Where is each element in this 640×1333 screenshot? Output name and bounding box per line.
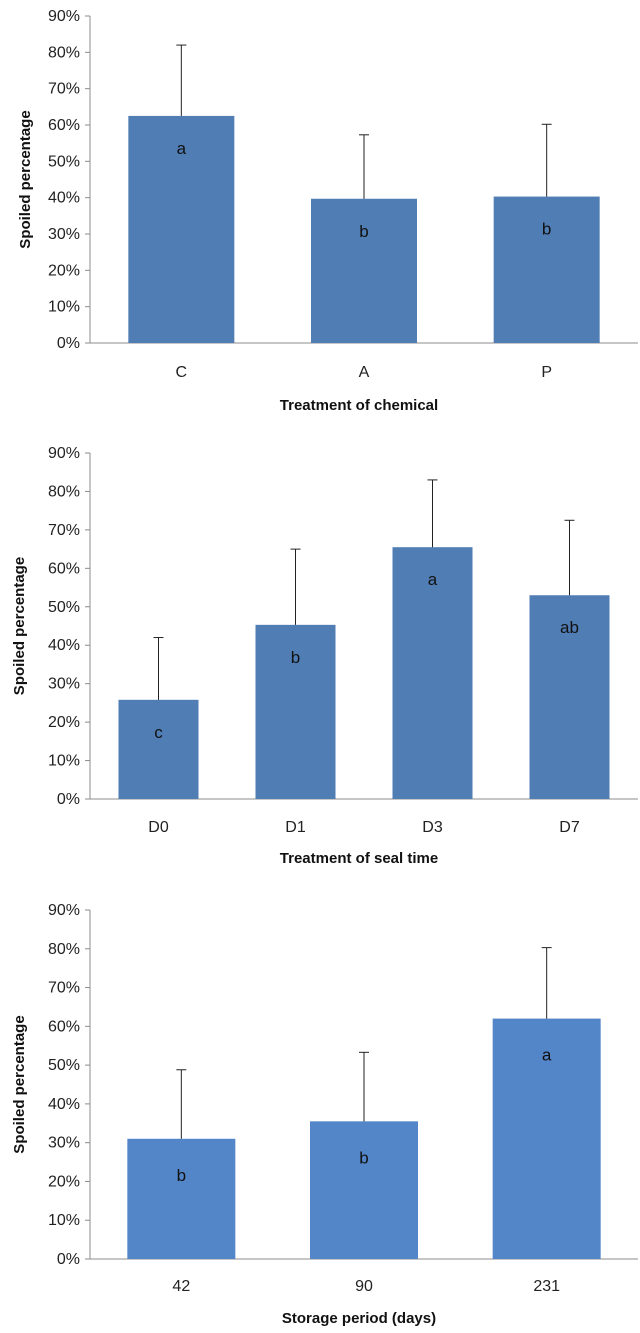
bars xyxy=(128,115,600,344)
y-tick-label: 80% xyxy=(48,483,80,500)
chemical-treatment-chart: 0% 10% 20% 30% 40% 50% 60% 70% 80% 90% a b b C A P Sp… xyxy=(17,8,638,414)
bar-D7 xyxy=(529,595,610,799)
x-tick-label: D0 xyxy=(148,819,169,836)
y-axis-title: Spoiled percentage xyxy=(17,110,34,248)
y-tick-label: 20% xyxy=(48,1173,80,1190)
x-axis-title: Treatment of seal time xyxy=(280,850,438,867)
y-tick-label: 40% xyxy=(48,190,80,207)
bar-231 xyxy=(492,1018,601,1259)
y-tick-label: 90% xyxy=(48,8,80,25)
bar-90 xyxy=(310,1121,418,1259)
bars xyxy=(118,547,610,799)
x-tick-label: 42 xyxy=(172,1278,190,1295)
y-tick-label: 90% xyxy=(48,902,80,919)
x-tick-label: P xyxy=(541,364,552,381)
bar-D0 xyxy=(118,699,199,799)
y-axis-title: Spoiled percentage xyxy=(11,1015,28,1153)
storage-period-chart: 0% 10% 20% 30% 40% 50% 60% 70% 80% 90% b b a 42 90 23… xyxy=(11,902,638,1327)
x-axis-title: Storage period (days) xyxy=(282,1310,436,1327)
bar-42 xyxy=(127,1138,236,1259)
y-tick-label: 60% xyxy=(48,117,80,134)
bar-A xyxy=(311,198,417,343)
x-tick-labels: 42 90 231 xyxy=(172,1278,560,1295)
significance-labels: b b a xyxy=(177,1046,552,1185)
y-tick-label: 60% xyxy=(48,560,80,577)
significance-label: b xyxy=(177,1166,186,1185)
significance-labels: a b b xyxy=(177,139,552,241)
x-tick-label: D3 xyxy=(422,819,443,836)
error-bars xyxy=(176,947,552,1139)
y-tick-label: 20% xyxy=(48,262,80,279)
bar-P xyxy=(493,196,600,343)
significance-label: a xyxy=(428,570,438,589)
y-tick-label: 70% xyxy=(48,81,80,98)
y-tick-label: 40% xyxy=(48,637,80,654)
y-tick-label: 40% xyxy=(48,1096,80,1113)
y-tick-label: 0% xyxy=(57,1251,80,1268)
significance-label: b xyxy=(359,1148,368,1167)
y-tick-label: 60% xyxy=(48,1018,80,1035)
y-tick-label: 70% xyxy=(48,980,80,997)
x-tick-label: A xyxy=(359,364,370,381)
y-tick-label: 50% xyxy=(48,153,80,170)
x-axis-title: Treatment of chemical xyxy=(280,397,438,414)
significance-label: b xyxy=(291,648,300,667)
x-tick-label: C xyxy=(176,364,188,381)
seal-time-chart: 0% 10% 20% 30% 40% 50% 60% 70% 80% 90% c b a ab D0 D1… xyxy=(11,445,638,867)
bar-D3 xyxy=(392,547,473,799)
y-tick-label: 70% xyxy=(48,522,80,539)
significance-label: a xyxy=(177,139,187,158)
significance-label: a xyxy=(542,1046,552,1065)
y-tick-label: 20% xyxy=(48,714,80,731)
y-tick-labels: 0% 10% 20% 30% 40% 50% 60% 70% 80% 90% xyxy=(48,445,90,808)
significance-label: c xyxy=(154,723,163,742)
y-tick-label: 50% xyxy=(48,599,80,616)
y-tick-label: 10% xyxy=(48,753,80,770)
y-tick-label: 50% xyxy=(48,1057,80,1074)
y-tick-label: 80% xyxy=(48,44,80,61)
significance-labels: c b a ab xyxy=(154,570,579,742)
significance-label: b xyxy=(359,222,368,241)
y-tick-label: 10% xyxy=(48,299,80,316)
bars xyxy=(127,1018,601,1259)
significance-label: ab xyxy=(560,618,579,637)
x-tick-labels: D0 D1 D3 D7 xyxy=(148,819,580,836)
y-tick-labels: 0% 10% 20% 30% 40% 50% 60% 70% 80% 90% xyxy=(48,902,90,1268)
x-tick-label: 90 xyxy=(355,1278,373,1295)
x-tick-label: 231 xyxy=(533,1278,560,1295)
significance-label: b xyxy=(542,220,551,239)
x-tick-label: D7 xyxy=(559,819,580,836)
bar-D1 xyxy=(255,624,336,799)
bar-C xyxy=(128,115,235,344)
y-axis-title: Spoiled percentage xyxy=(11,557,28,695)
y-tick-label: 30% xyxy=(48,676,80,693)
y-tick-label: 10% xyxy=(48,1212,80,1229)
y-tick-label: 80% xyxy=(48,941,80,958)
error-bars xyxy=(153,479,575,700)
y-tick-labels: 0% 10% 20% 30% 40% 50% 60% 70% 80% 90% xyxy=(48,8,90,352)
x-tick-label: D1 xyxy=(285,819,306,836)
error-bars xyxy=(176,44,552,199)
y-tick-label: 0% xyxy=(57,791,80,808)
y-tick-label: 90% xyxy=(48,445,80,462)
y-tick-label: 30% xyxy=(48,226,80,243)
y-tick-label: 0% xyxy=(57,335,80,352)
y-tick-label: 30% xyxy=(48,1135,80,1152)
